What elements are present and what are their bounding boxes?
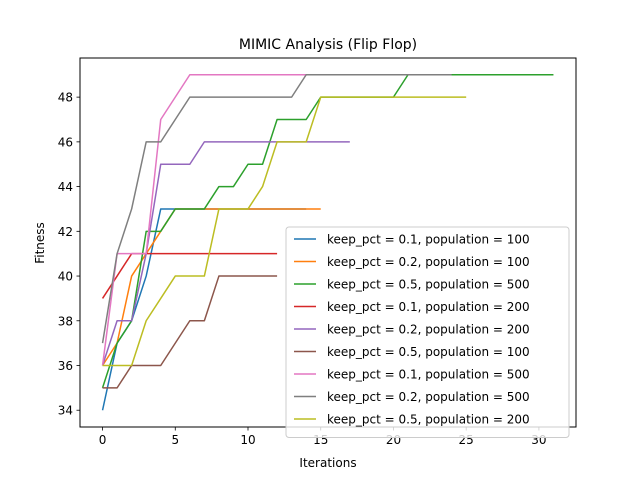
legend-label: keep_pct = 0.2, population = 100 — [327, 255, 530, 269]
chart-title: MIMIC Analysis (Flip Flop) — [239, 37, 417, 53]
legend: keep_pct = 0.1, population = 100 keep_pct… — [285, 226, 570, 438]
series-layer — [101, 74, 554, 411]
y-axis-ticks: 34 36 38 40 42 44 46 48 — [58, 91, 80, 418]
legend-label: keep_pct = 0.1, population = 200 — [327, 300, 530, 314]
y-axis-label: Fitness — [33, 222, 47, 264]
y-tick-label: 38 — [58, 314, 73, 328]
series-line-8 — [101, 74, 452, 344]
legend-label: keep_pct = 0.5, population = 100 — [327, 345, 530, 359]
x-tick-label: 10 — [240, 433, 255, 447]
x-tick-label: 5 — [171, 433, 179, 447]
legend-label: keep_pct = 0.2, population = 500 — [327, 390, 530, 404]
series-line-9 — [102, 96, 467, 367]
series-line-7 — [101, 74, 321, 366]
legend-label: keep_pct = 0.2, population = 200 — [327, 323, 530, 337]
y-tick-label: 46 — [58, 135, 73, 149]
legend-label: keep_pct = 0.5, population = 200 — [327, 413, 530, 427]
legend-label: keep_pct = 0.1, population = 500 — [327, 368, 530, 382]
y-tick-label: 34 — [58, 404, 73, 418]
series-line-2 — [101, 208, 321, 366]
y-tick-label: 48 — [58, 91, 73, 105]
series-line-5 — [101, 141, 350, 366]
y-tick-label: 40 — [58, 270, 73, 284]
legend-label: keep_pct = 0.1, population = 100 — [327, 233, 530, 247]
x-axis-label: Iterations — [299, 456, 356, 470]
y-tick-label: 44 — [58, 180, 73, 194]
legend-label: keep_pct = 0.5, population = 500 — [327, 278, 530, 292]
x-tick-label: 0 — [99, 433, 107, 447]
y-tick-label: 42 — [58, 225, 73, 239]
legend-box — [285, 226, 570, 438]
y-tick-label: 36 — [58, 359, 73, 373]
